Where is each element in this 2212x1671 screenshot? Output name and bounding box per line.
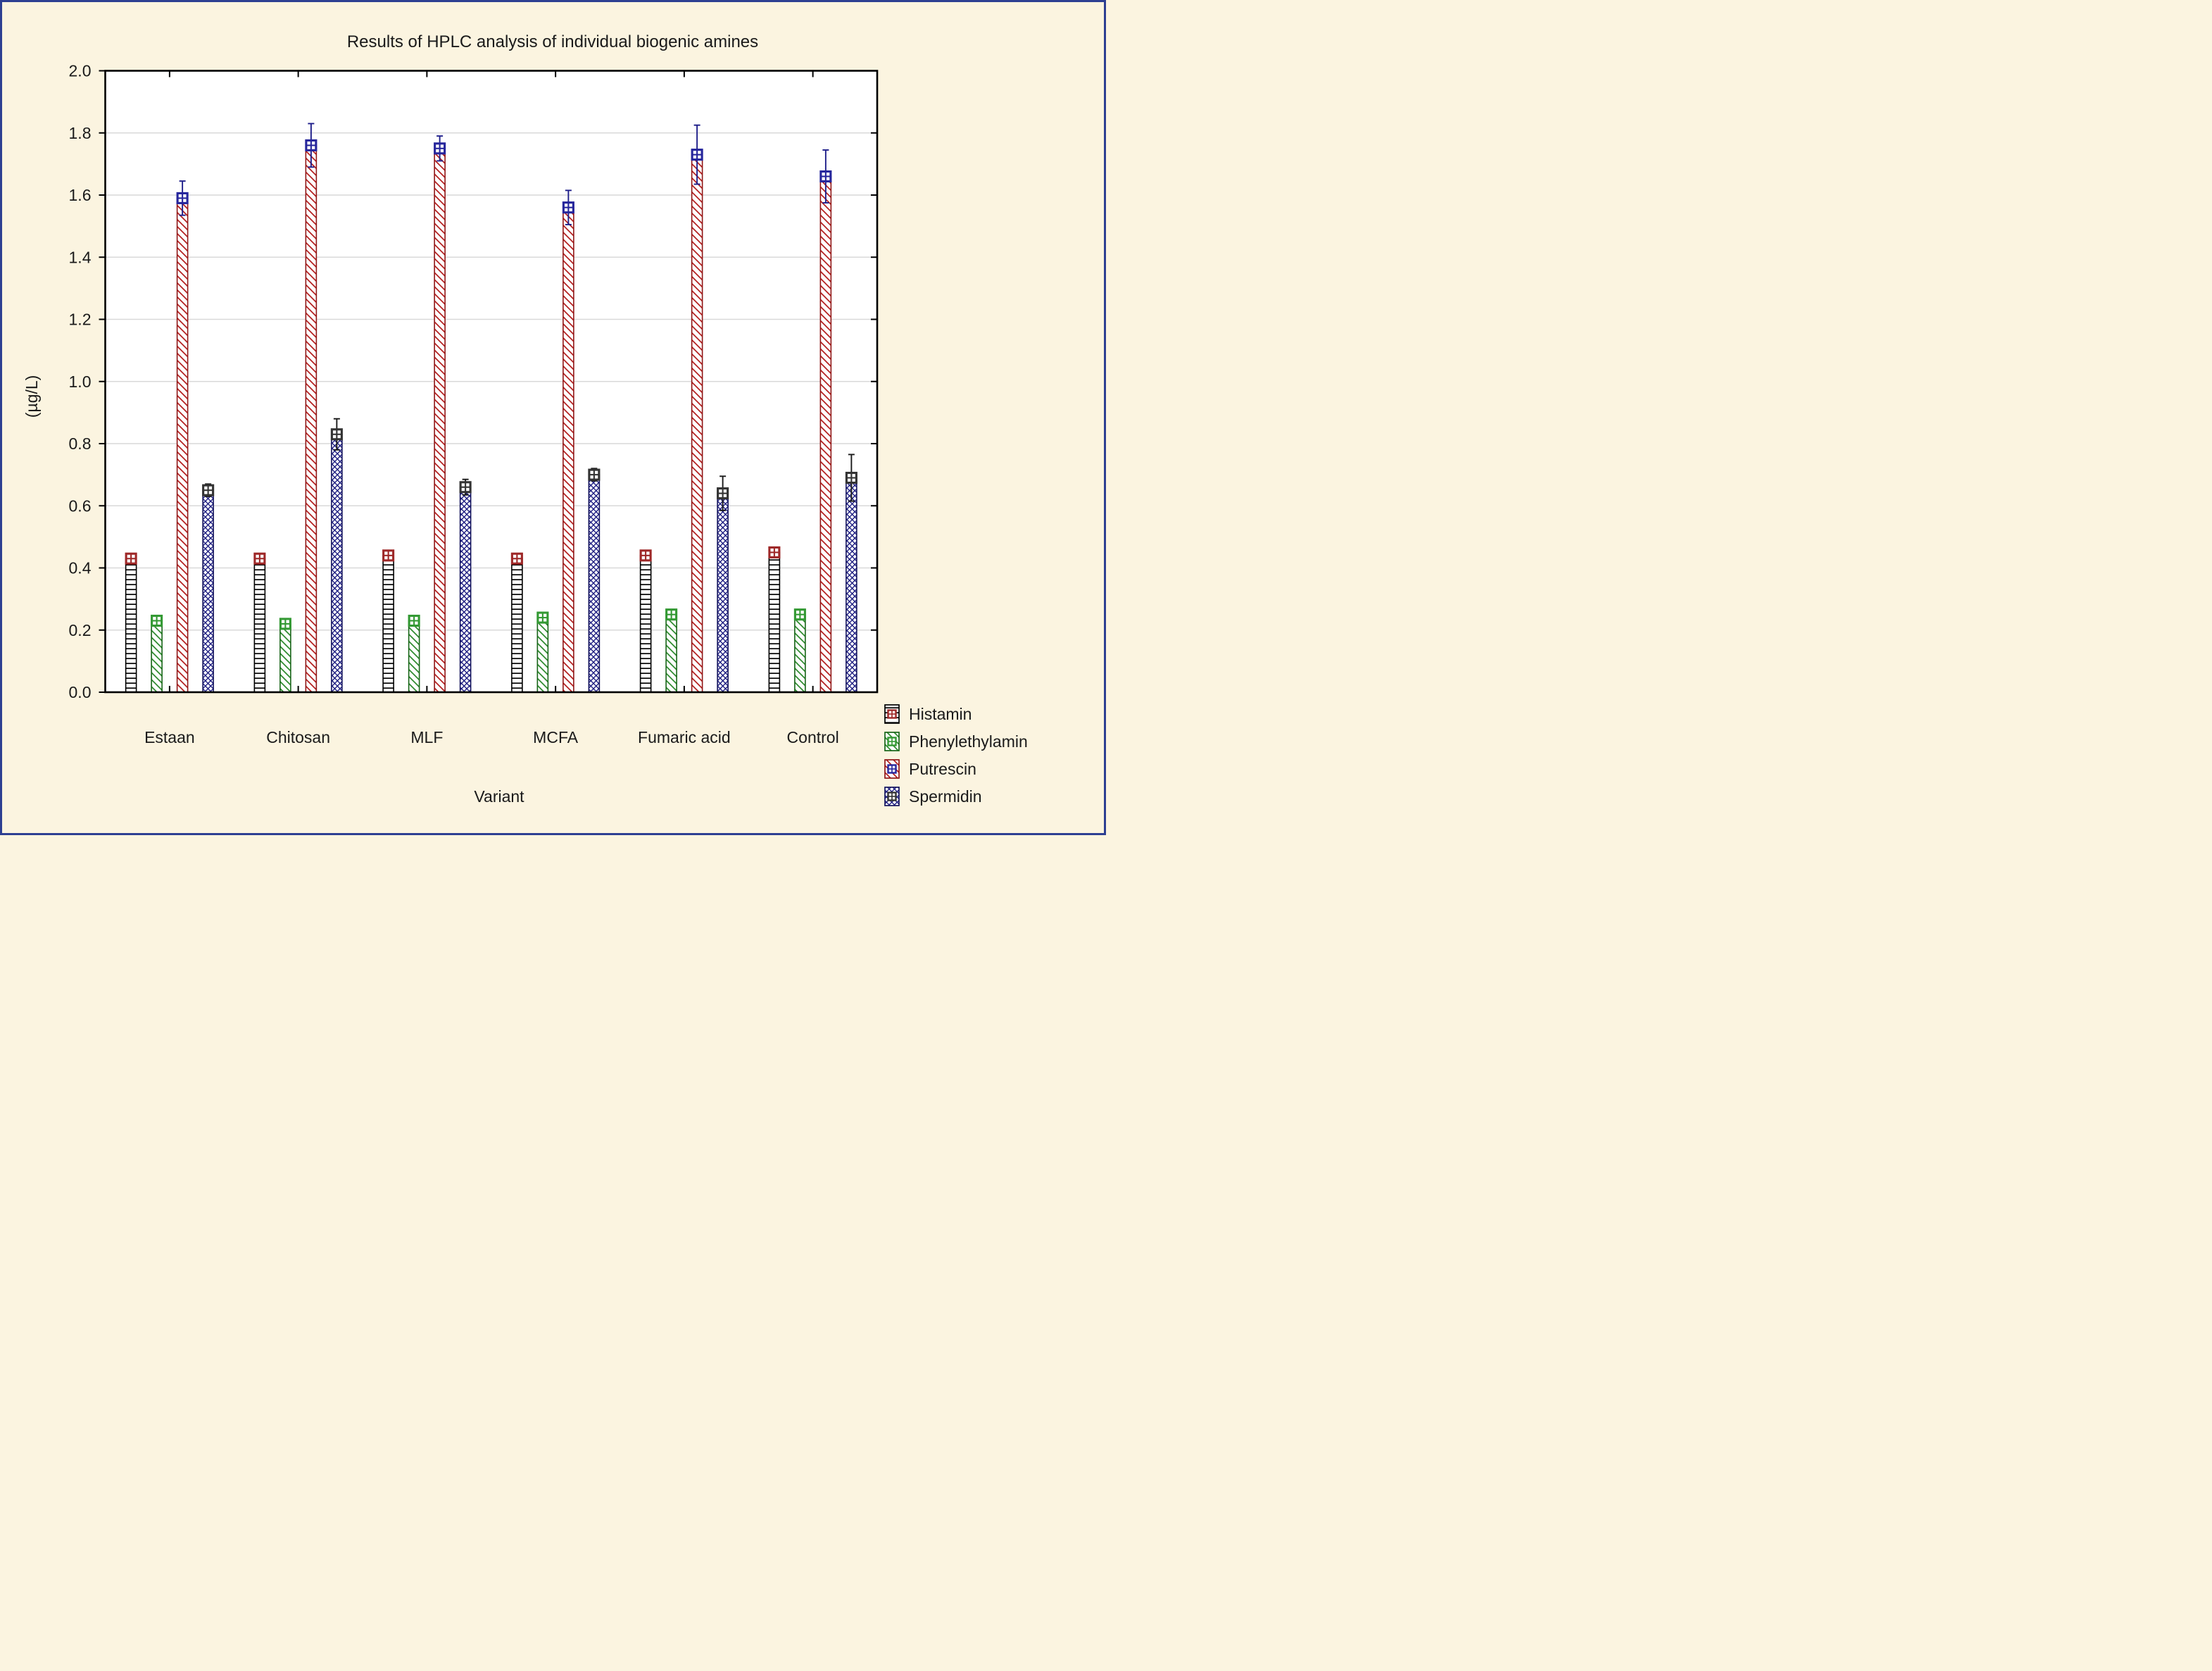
bar-phenylethylamin-mcfa [536, 617, 549, 693]
axis-ticks [99, 70, 877, 693]
y-tick-label: 2.0 [69, 62, 92, 80]
bar-phenylethylamin-mlf [408, 620, 420, 693]
bar-spermidin-estaan [202, 489, 214, 693]
x-tick-label-mcfa: MCFA [533, 728, 579, 746]
x-tick-label-mlf: MLF [410, 728, 443, 746]
hplc-bar-chart: 0.0 0.2 0.4 0.6 0.8 1.0 1.2 1.4 1.6 1.8 2.0 Estaan C… [23, 32, 1028, 806]
bar-spermidin-mcfa [588, 474, 601, 693]
y-tick-label: 0.4 [69, 559, 92, 577]
x-tick-label-fumaric-acid: Fumaric acid [638, 728, 731, 746]
bar-putrescin-control [819, 175, 832, 693]
legend-item-spermidin: Spermidin [884, 787, 982, 806]
bar-histamin-control [768, 551, 781, 693]
bar-putrescin-mcfa [563, 206, 574, 693]
legend-label: Histamin [909, 705, 972, 723]
bar-phenylethylamin-chitosan [279, 623, 291, 693]
bar-histamin-fumaric-acid [639, 555, 652, 693]
x-tick-label-chitosan: Chitosan [266, 728, 330, 746]
bar-putrescin-chitosan [305, 144, 318, 693]
legend-item-phenylethylamin: Phenylethylamin [884, 732, 1028, 751]
x-tick-label-control: Control [787, 728, 839, 746]
y-tick-labels: 0.0 0.2 0.4 0.6 0.8 1.0 1.2 1.4 1.6 1.8 2.0 [69, 62, 92, 702]
y-tick-label: 0.6 [69, 496, 92, 515]
bar-histamin-estaan [125, 558, 137, 693]
y-tick-label: 1.4 [69, 248, 92, 266]
legend-item-histamin: Histamin [884, 704, 972, 724]
bar-putrescin-estaan [176, 197, 189, 693]
bar-spermidin-mlf [459, 486, 472, 693]
y-tick-label: 0.2 [69, 621, 92, 639]
x-axis-label: Variant [474, 787, 524, 806]
gridlines [105, 132, 877, 631]
legend-label: Phenylethylamin [909, 732, 1028, 751]
y-tick-label: 0.8 [69, 434, 92, 453]
bar-spermidin-control [846, 477, 857, 693]
markers-phenylethylamin [151, 608, 806, 630]
chart-title: Results of HPLC analysis of individual b… [347, 32, 758, 51]
plot-area: 0.0 0.2 0.4 0.6 0.8 1.0 1.2 1.4 1.6 1.8 2.0 Estaan C… [69, 62, 879, 746]
bar-putrescin-fumaric-acid [691, 154, 703, 693]
bar-phenylethylamin-fumaric-acid [665, 613, 677, 693]
y-tick-label: 1.6 [69, 186, 92, 204]
bar-histamin-mlf [382, 555, 394, 693]
bar-spermidin-fumaric-acid [717, 492, 729, 693]
bar-putrescin-mlf [434, 148, 446, 693]
chart-figure: 0.0 0.2 0.4 0.6 0.8 1.0 1.2 1.4 1.6 1.8 2.0 Estaan C… [0, 0, 1106, 835]
markers-histamin [125, 546, 781, 565]
y-tick-label: 1.2 [69, 311, 92, 329]
y-tick-label: 1.0 [69, 373, 92, 391]
bar-phenylethylamin-control [794, 613, 806, 693]
legend-label: Putrescin [909, 760, 976, 778]
y-tick-label: 1.8 [69, 124, 92, 142]
x-tick-label-estaan: Estaan [144, 728, 195, 746]
y-tick-label: 0.0 [69, 683, 92, 701]
legend-item-putrescin: Putrescin [884, 759, 976, 779]
legend-label: Spermidin [909, 787, 982, 806]
markers-spermidin [202, 428, 857, 500]
chart-legend: Histamin Phenylethylamin Putrescin Spermidi… [884, 704, 1028, 806]
bar-histamin-mcfa [511, 558, 523, 693]
y-axis-label: (µg/L) [23, 375, 41, 418]
bars-histamin [125, 551, 781, 693]
bar-histamin-chitosan [253, 558, 266, 693]
markers-putrescin [176, 139, 832, 214]
bar-spermidin-chitosan [331, 433, 343, 693]
bar-phenylethylamin-estaan [151, 620, 163, 693]
x-category-labels: Estaan Chitosan MLF MCFA Fumaric acid Control [144, 728, 839, 746]
